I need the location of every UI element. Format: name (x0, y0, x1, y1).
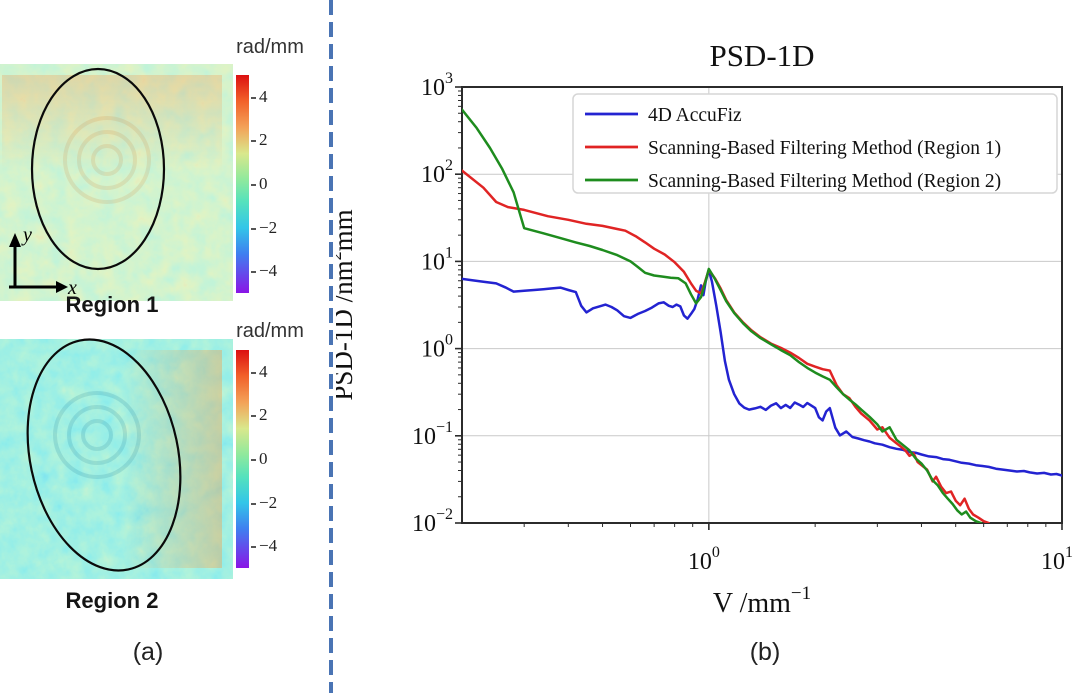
colorbar-unit-label-1: rad/mm (236, 36, 304, 58)
y-tick-label: 10−2 (412, 506, 453, 537)
colorbar-tick: −4 (251, 261, 277, 281)
region1-axes-arrows (9, 233, 68, 293)
colorbar-tick: −2 (251, 218, 277, 238)
colorbar-gradient (236, 350, 249, 568)
series-line-0 (462, 268, 1062, 477)
colorbar-tick: 0 (251, 174, 268, 194)
region2-roi-ellipse (26, 338, 182, 572)
legend-label-1: Scanning-Based Filtering Method (Region … (648, 138, 1001, 159)
region1-title: Region 1 (65, 292, 159, 317)
colorbar-tick: 2 (251, 405, 268, 425)
region1-warm-tint (2, 75, 222, 290)
region1-axis-x-label: x (67, 277, 77, 299)
colorbar-tick: 2 (251, 130, 268, 150)
region1-phase-map: y x (2, 67, 222, 299)
colorbar-tick: −4 (251, 536, 277, 556)
region1-roi-ellipse (30, 67, 166, 271)
series-group (462, 108, 1062, 523)
colorbar-tick: 4 (251, 87, 268, 107)
colorbar-tick: 0 (251, 449, 268, 469)
region1-axis-y-label: y (21, 224, 32, 246)
colorbar-1: 4 2 0 −2 −4 (236, 75, 316, 293)
legend-label-0: 4D AccuFiz (648, 105, 742, 126)
chart-title: PSD-1D (709, 38, 814, 73)
x-tick-label: 100 (688, 544, 720, 575)
y-tick-label: 10−1 (412, 419, 453, 450)
y-arrowhead (9, 233, 21, 247)
legend-label-2: Scanning-Based Filtering Method (Region … (648, 171, 1001, 192)
x-tick-label: 101 (1041, 544, 1073, 575)
divider-dashed-line (329, 0, 333, 693)
plot-frame (461, 86, 1063, 524)
region2-diffraction-rings (53, 391, 141, 479)
series-line-2 (462, 108, 983, 523)
y-tick-label: 102 (421, 157, 453, 188)
colorbar-tick: −2 (251, 493, 277, 513)
colorbar-unit-label-2: rad/mm (236, 320, 304, 342)
caption-b: (b) (749, 638, 781, 666)
x-arrowhead (56, 281, 68, 293)
y-axis-label: PSD-1D /nm2mm (336, 209, 358, 400)
x-axis-label: V /mm−1 (713, 583, 811, 619)
region1-diffraction-rings (63, 116, 151, 204)
y-tick-label: 100 (421, 332, 453, 363)
region2-warm-tint (2, 350, 222, 568)
colorbar-gradient (236, 75, 249, 293)
y-tick-label: 103 (421, 70, 453, 101)
region2-phase-map (2, 338, 222, 572)
psd-1d-chart: 100 101 103 102 101 100 10−1 10−2 PSD-1D V /mm−1 P… (336, 38, 1073, 619)
region2-title: Region 2 (65, 588, 159, 613)
caption-a: (a) (132, 638, 164, 666)
colorbar-2: 4 2 0 −2 −4 (236, 350, 316, 568)
colorbar-tick: 4 (251, 362, 268, 382)
y-tick-label: 101 (421, 244, 453, 275)
series-line-1 (462, 169, 990, 523)
legend-box (572, 93, 1058, 194)
